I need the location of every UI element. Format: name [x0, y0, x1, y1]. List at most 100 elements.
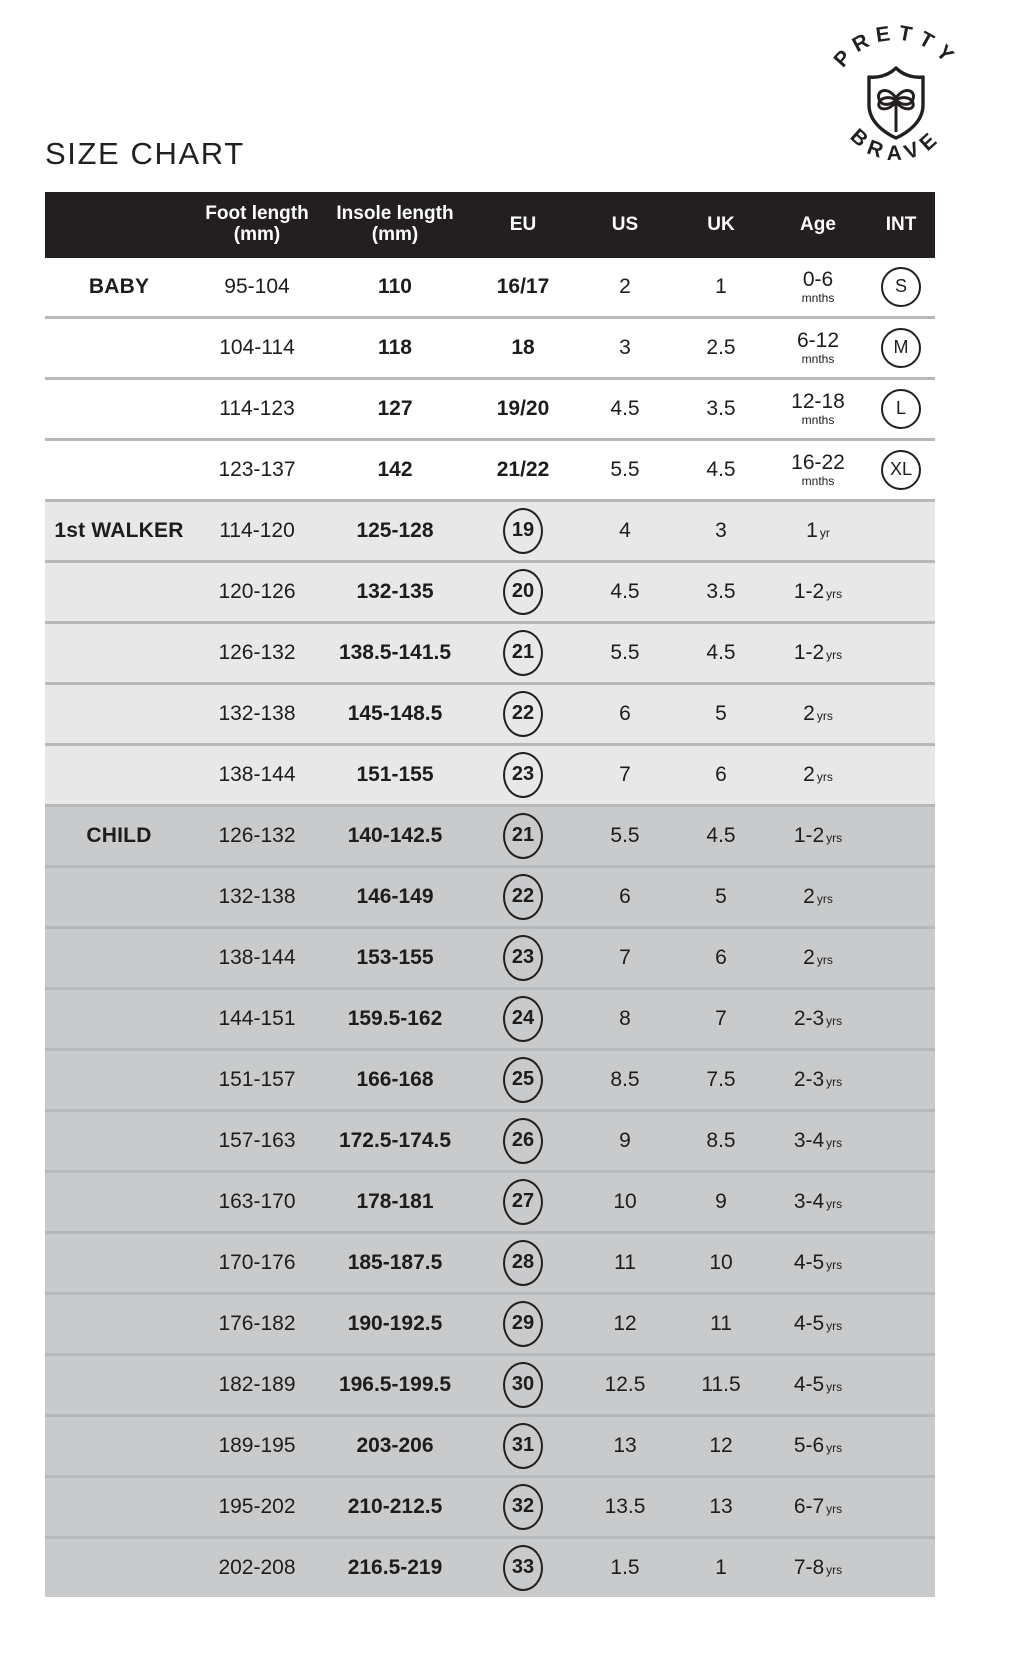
cell-group: [45, 1049, 193, 1112]
cell-foot-length: 176-182: [193, 1293, 321, 1356]
cell-int: [867, 866, 935, 929]
eu-size-badge: 20: [503, 568, 543, 615]
table-row: 120-126 132-135 20 4.5 3.5 1-2 yrs: [45, 561, 935, 624]
cell-group: [45, 1171, 193, 1234]
cell-eu: 28: [469, 1232, 577, 1295]
age-unit: yrs: [826, 1318, 843, 1333]
age-value: 16-22: [791, 451, 845, 475]
cell-eu: 22: [469, 683, 577, 746]
cell-foot-length: 163-170: [193, 1171, 321, 1234]
cell-group: 1st WALKER: [45, 500, 193, 563]
cell-us: 4: [577, 500, 673, 563]
cell-group: [45, 1476, 193, 1539]
cell-age: 4-5 yrs: [769, 1232, 867, 1295]
eu-size-badge: 27: [503, 1178, 543, 1225]
age-value: 2: [803, 945, 815, 969]
cell-eu: 31: [469, 1415, 577, 1478]
age-unit: yrs: [816, 708, 833, 723]
page-title: SIZE CHART: [45, 136, 245, 171]
cell-group: [45, 378, 193, 441]
table-row: 202-208 216.5-219 33 1.5 1 7-8 yrs: [45, 1537, 935, 1597]
cell-group: [45, 1415, 193, 1478]
cell-age: 4-5 yrs: [769, 1354, 867, 1417]
cell-insole-length: 132-135: [321, 561, 469, 624]
cell-uk: 6: [673, 927, 769, 990]
cell-eu: 21: [469, 805, 577, 868]
cell-eu: 32: [469, 1476, 577, 1539]
age-value: 6-7: [793, 1494, 825, 1518]
cell-age: 3-4 yrs: [769, 1171, 867, 1234]
cell-insole-length: 110: [321, 257, 469, 319]
cell-foot-length: 170-176: [193, 1232, 321, 1295]
cell-eu: 20: [469, 561, 577, 624]
cell-us: 11: [577, 1232, 673, 1295]
eu-size-badge: 31: [503, 1422, 543, 1469]
table-row: 163-170 178-181 27 10 9 3-4 yrs: [45, 1171, 935, 1234]
eu-size-badge: 33: [503, 1544, 543, 1591]
age-unit: mnths: [801, 291, 835, 306]
cell-insole-length: 203-206: [321, 1415, 469, 1478]
age-unit: mnths: [801, 474, 835, 489]
cell-us: 3: [577, 317, 673, 380]
eu-size-badge: 29: [503, 1300, 543, 1347]
cell-uk: 11: [673, 1293, 769, 1356]
age-unit: yrs: [826, 1013, 843, 1028]
cell-age: 6-7 yrs: [769, 1476, 867, 1539]
table-row: 195-202 210-212.5 32 13.5 13 6-7 yrs: [45, 1476, 935, 1539]
cell-group: [45, 927, 193, 990]
age-unit: yrs: [826, 1074, 843, 1089]
cell-uk: 9: [673, 1171, 769, 1234]
cell-foot-length: 189-195: [193, 1415, 321, 1478]
cell-us: 7: [577, 744, 673, 807]
cell-age: 12-18 mnths: [769, 378, 867, 441]
cell-uk: 13: [673, 1476, 769, 1539]
age-unit: yrs: [816, 952, 833, 967]
cell-uk: 1: [673, 257, 769, 319]
cell-int: [867, 1110, 935, 1173]
cell-foot-length: 114-123: [193, 378, 321, 441]
age-unit: yrs: [826, 1196, 843, 1211]
cell-int: [867, 683, 935, 746]
cell-insole-length: 145-148.5: [321, 683, 469, 746]
cell-uk: 3.5: [673, 378, 769, 441]
eu-size-badge: 19: [503, 507, 543, 554]
cell-int: [867, 1537, 935, 1597]
column-header-insole-length-line2: (mm): [371, 224, 419, 246]
cell-int: [867, 1415, 935, 1478]
cell-group: [45, 317, 193, 380]
cell-insole-length: 118: [321, 317, 469, 380]
cell-eu: 18: [469, 317, 577, 380]
cell-eu: 21/22: [469, 439, 577, 502]
table-row: 138-144 153-155 23 7 6 2 yrs: [45, 927, 935, 990]
age-unit: yrs: [826, 586, 843, 601]
cell-age: 1-2 yrs: [769, 805, 867, 868]
cell-foot-length: 126-132: [193, 622, 321, 685]
cell-uk: 4.5: [673, 805, 769, 868]
age-unit: yrs: [826, 1379, 843, 1394]
table-row: 126-132 138.5-141.5 21 5.5 4.5 1-2 yrs: [45, 622, 935, 685]
cell-uk: 1: [673, 1537, 769, 1597]
cell-group: [45, 988, 193, 1051]
int-size-badge: S: [881, 266, 921, 307]
cell-eu: 21: [469, 622, 577, 685]
age-value: 4-5: [793, 1250, 825, 1274]
cell-us: 8: [577, 988, 673, 1051]
cell-age: 2 yrs: [769, 744, 867, 807]
cell-foot-length: 151-157: [193, 1049, 321, 1112]
column-header-foot-length: Foot length (mm): [193, 192, 321, 258]
age-value: 0-6: [802, 268, 834, 292]
age-value: 2: [803, 701, 815, 725]
cell-us: 5.5: [577, 805, 673, 868]
int-size-badge: M: [881, 327, 921, 368]
table-row: 104-114 118 18 3 2.5 6-12 mnths M: [45, 317, 935, 380]
eu-size-badge: 21: [503, 812, 543, 859]
eu-size-badge: 24: [503, 995, 543, 1042]
cell-age: 2-3 yrs: [769, 988, 867, 1051]
cell-us: 1.5: [577, 1537, 673, 1597]
cell-age: 3-4 yrs: [769, 1110, 867, 1173]
int-size-badge: XL: [881, 449, 921, 490]
cell-group: [45, 561, 193, 624]
table-row: 176-182 190-192.5 29 12 11 4-5 yrs: [45, 1293, 935, 1356]
cell-age: 2 yrs: [769, 866, 867, 929]
cell-foot-length: 132-138: [193, 866, 321, 929]
